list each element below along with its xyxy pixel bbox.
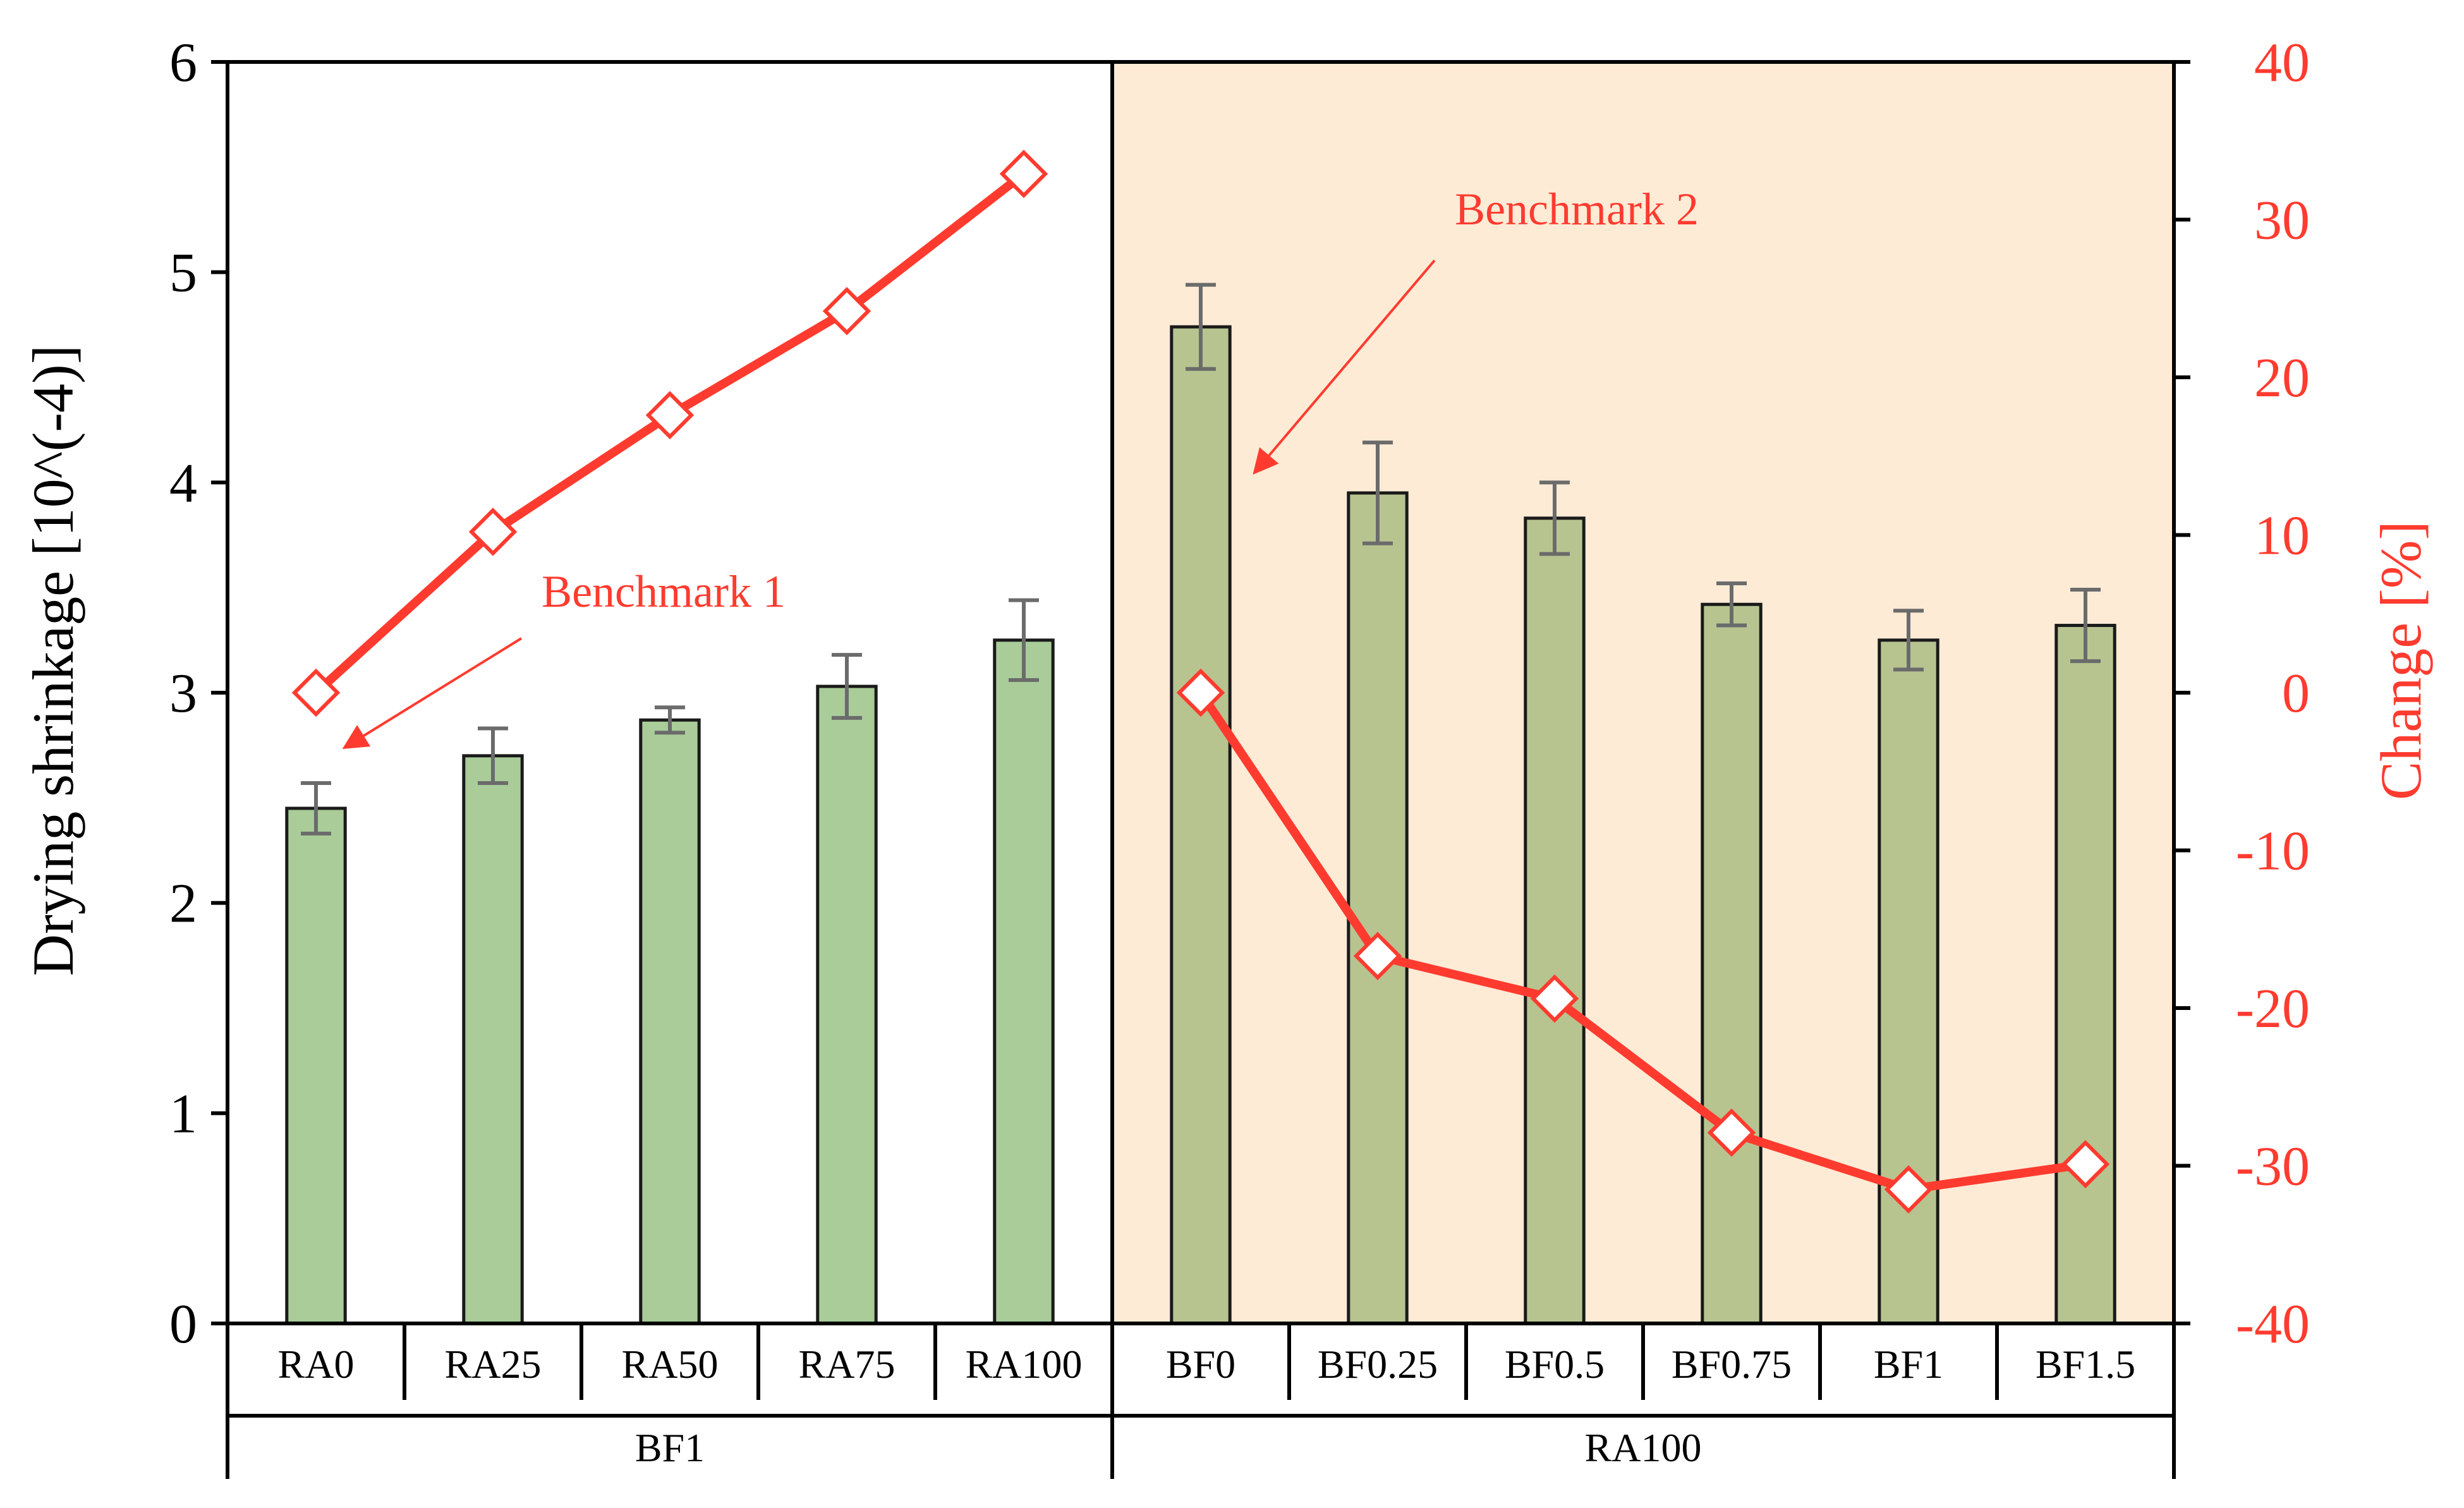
annotation-arrow-2 bbox=[1253, 259, 1436, 475]
bar-bf1 bbox=[1878, 638, 1939, 1325]
axes: 0 1 2 3 4 5 6 -40 -30 -20 -10 0 10 20 30 40 bbox=[169, 32, 2310, 1479]
bar-bf0-75 bbox=[1701, 602, 1763, 1325]
change-marker-ra75 bbox=[822, 286, 871, 336]
category-label-bf0-5: BF0.5 bbox=[1505, 1342, 1605, 1387]
bar-bf1-5 bbox=[2054, 624, 2116, 1325]
y2-tick-label: 10 bbox=[2254, 506, 2310, 567]
y2-tick-label: 0 bbox=[2282, 663, 2310, 724]
group-label-ra100: RA100 bbox=[1585, 1425, 1702, 1470]
change-line-ra100 bbox=[1197, 690, 2086, 1194]
error-bar-bf1 bbox=[1893, 609, 1924, 672]
bar-ra25 bbox=[462, 754, 524, 1325]
category-label-ra100: RA100 bbox=[966, 1342, 1083, 1387]
y2-tick-label: -20 bbox=[2236, 978, 2310, 1040]
category-label-bf0-75: BF0.75 bbox=[1672, 1342, 1792, 1387]
y-tick-label: 3 bbox=[169, 663, 197, 724]
bar-bf0-5 bbox=[1524, 516, 1586, 1325]
change-marker-ra25 bbox=[468, 508, 518, 556]
category-label-bf1: BF1 bbox=[1874, 1342, 1943, 1387]
change-marker-bf0-5 bbox=[1530, 974, 1579, 1023]
y-tick-label: 4 bbox=[169, 453, 197, 514]
y2-tick-label: 40 bbox=[2254, 32, 2310, 94]
category-label-ra50: RA50 bbox=[622, 1342, 719, 1387]
bar-bf0 bbox=[1170, 325, 1232, 1325]
annotation-arrow-1 bbox=[342, 637, 523, 750]
y-tick-label: 1 bbox=[169, 1083, 197, 1145]
y-tick-label: 0 bbox=[169, 1294, 197, 1355]
error-bar-bf0-5 bbox=[1539, 480, 1570, 556]
error-bar-bf0-75 bbox=[1716, 581, 1747, 628]
error-bar-ra75 bbox=[832, 653, 862, 720]
annotation-benchmark-2: Benchmark 2 bbox=[1455, 184, 1699, 234]
y2-tick-label: -40 bbox=[2236, 1294, 2310, 1355]
change-marker-bf0-75 bbox=[1707, 1108, 1756, 1157]
change-marker-ra100 bbox=[999, 149, 1048, 198]
bar-ra100 bbox=[993, 638, 1055, 1325]
error-bar-ra100 bbox=[1009, 598, 1039, 683]
bar-ra75 bbox=[816, 684, 878, 1325]
y2-tick-label: -10 bbox=[2236, 821, 2310, 882]
change-marker-ra0 bbox=[291, 668, 341, 717]
group2-shaded-region bbox=[1112, 62, 2174, 1323]
y2-axis-title: Change [%] bbox=[2369, 521, 2433, 800]
annotations: Benchmark 1 Benchmark 2 bbox=[342, 184, 1699, 750]
error-bars bbox=[301, 283, 2101, 836]
error-bar-bf0 bbox=[1186, 283, 1216, 371]
category-labels: RA0 RA25 RA50 RA75 RA100 BF1 BF0 BF0.25 BF0.5 BF0… bbox=[278, 1342, 2136, 1470]
bar-bf0-25 bbox=[1347, 491, 1409, 1325]
bar-ra0 bbox=[285, 806, 347, 1325]
category-label-bf1-5: BF1.5 bbox=[2036, 1342, 2135, 1387]
change-marker-ra50 bbox=[645, 391, 695, 440]
error-bar-ra0 bbox=[301, 781, 331, 836]
y2-tick-label: 20 bbox=[2254, 348, 2310, 409]
category-label-ra0: RA0 bbox=[278, 1342, 355, 1387]
y-axis-title: Drying shrinkage [10^(-4)] bbox=[21, 345, 85, 976]
y-tick-label: 2 bbox=[169, 873, 197, 935]
y2-tick-label: 30 bbox=[2254, 190, 2310, 252]
category-label-ra75: RA75 bbox=[799, 1342, 895, 1387]
group-label-bf1: BF1 bbox=[635, 1425, 705, 1470]
change-marker-bf1-5 bbox=[2061, 1140, 2110, 1189]
category-label-bf0: BF0 bbox=[1166, 1342, 1235, 1387]
category-label-bf0-25: BF0.25 bbox=[1318, 1342, 1438, 1387]
error-bar-bf0-25 bbox=[1362, 441, 1393, 545]
change-marker-bf0 bbox=[1176, 668, 1225, 717]
y-tick-label: 6 bbox=[169, 32, 197, 94]
error-bar-bf1-5 bbox=[2070, 587, 2101, 664]
annotation-benchmark-1: Benchmark 1 bbox=[542, 566, 786, 617]
bar-series bbox=[285, 325, 2116, 1325]
y-tick-label: 5 bbox=[169, 243, 197, 304]
change-marker-bf0-25 bbox=[1353, 932, 1402, 980]
change-marker-bf1 bbox=[1884, 1165, 1933, 1214]
error-bar-ra50 bbox=[655, 705, 685, 735]
y2-tick-label: -30 bbox=[2236, 1136, 2310, 1198]
error-bar-ra25 bbox=[478, 726, 508, 786]
bar-ra50 bbox=[639, 718, 701, 1325]
change-series bbox=[291, 149, 2110, 1214]
category-label-ra25: RA25 bbox=[445, 1342, 542, 1387]
